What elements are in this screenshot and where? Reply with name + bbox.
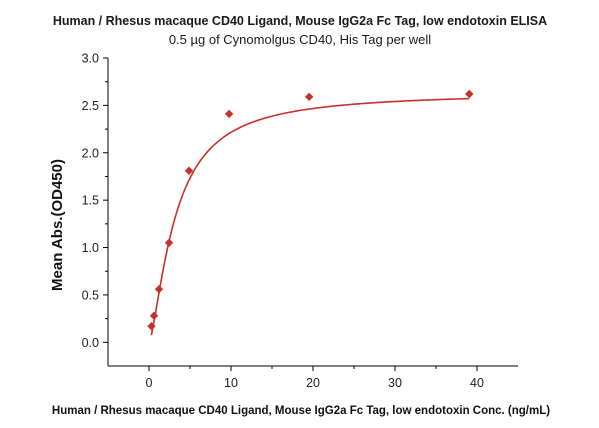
data-point — [304, 92, 314, 102]
data-point — [164, 238, 174, 247]
fit-curve — [150, 97, 470, 336]
x-tick-label: 40 — [470, 376, 484, 390]
y-tick-label: 0.0 — [82, 336, 99, 350]
y-tick-label: 0.5 — [82, 288, 99, 302]
fit-curve-layer — [150, 97, 470, 336]
y-axis-title: Mean Abs.(OD450) — [49, 159, 66, 291]
y-tick-label: 2.0 — [82, 146, 99, 160]
data-point — [149, 311, 159, 320]
data-point — [224, 109, 234, 119]
data-point — [184, 166, 194, 175]
x-tick-label: 30 — [388, 376, 402, 390]
data-point — [154, 285, 164, 294]
y-tick-label: 2.5 — [82, 99, 99, 113]
chart-title: Human / Rhesus macaque CD40 Ligand, Mous… — [53, 14, 547, 28]
axes: 0.0 0.5 1.0 1.5 2.0 2.5 3.0 0 10 20 30 40 — [82, 52, 518, 390]
data-points-layer — [147, 89, 474, 331]
y-tick-label: 1.0 — [82, 241, 99, 255]
data-point — [147, 321, 156, 331]
x-axis-title: Human / Rhesus macaque CD40 Ligand, Mous… — [52, 405, 550, 417]
x-tick-label: 20 — [306, 376, 320, 390]
y-tick-label: 3.0 — [82, 52, 99, 66]
x-tick-label: 10 — [224, 376, 238, 390]
y-tick-label: 1.5 — [82, 194, 99, 208]
x-tick-label: 0 — [146, 376, 153, 390]
data-point — [465, 89, 474, 99]
chart-subtitle: 0.5 µg of Cynomolgus CD40, His Tag per w… — [169, 32, 431, 47]
